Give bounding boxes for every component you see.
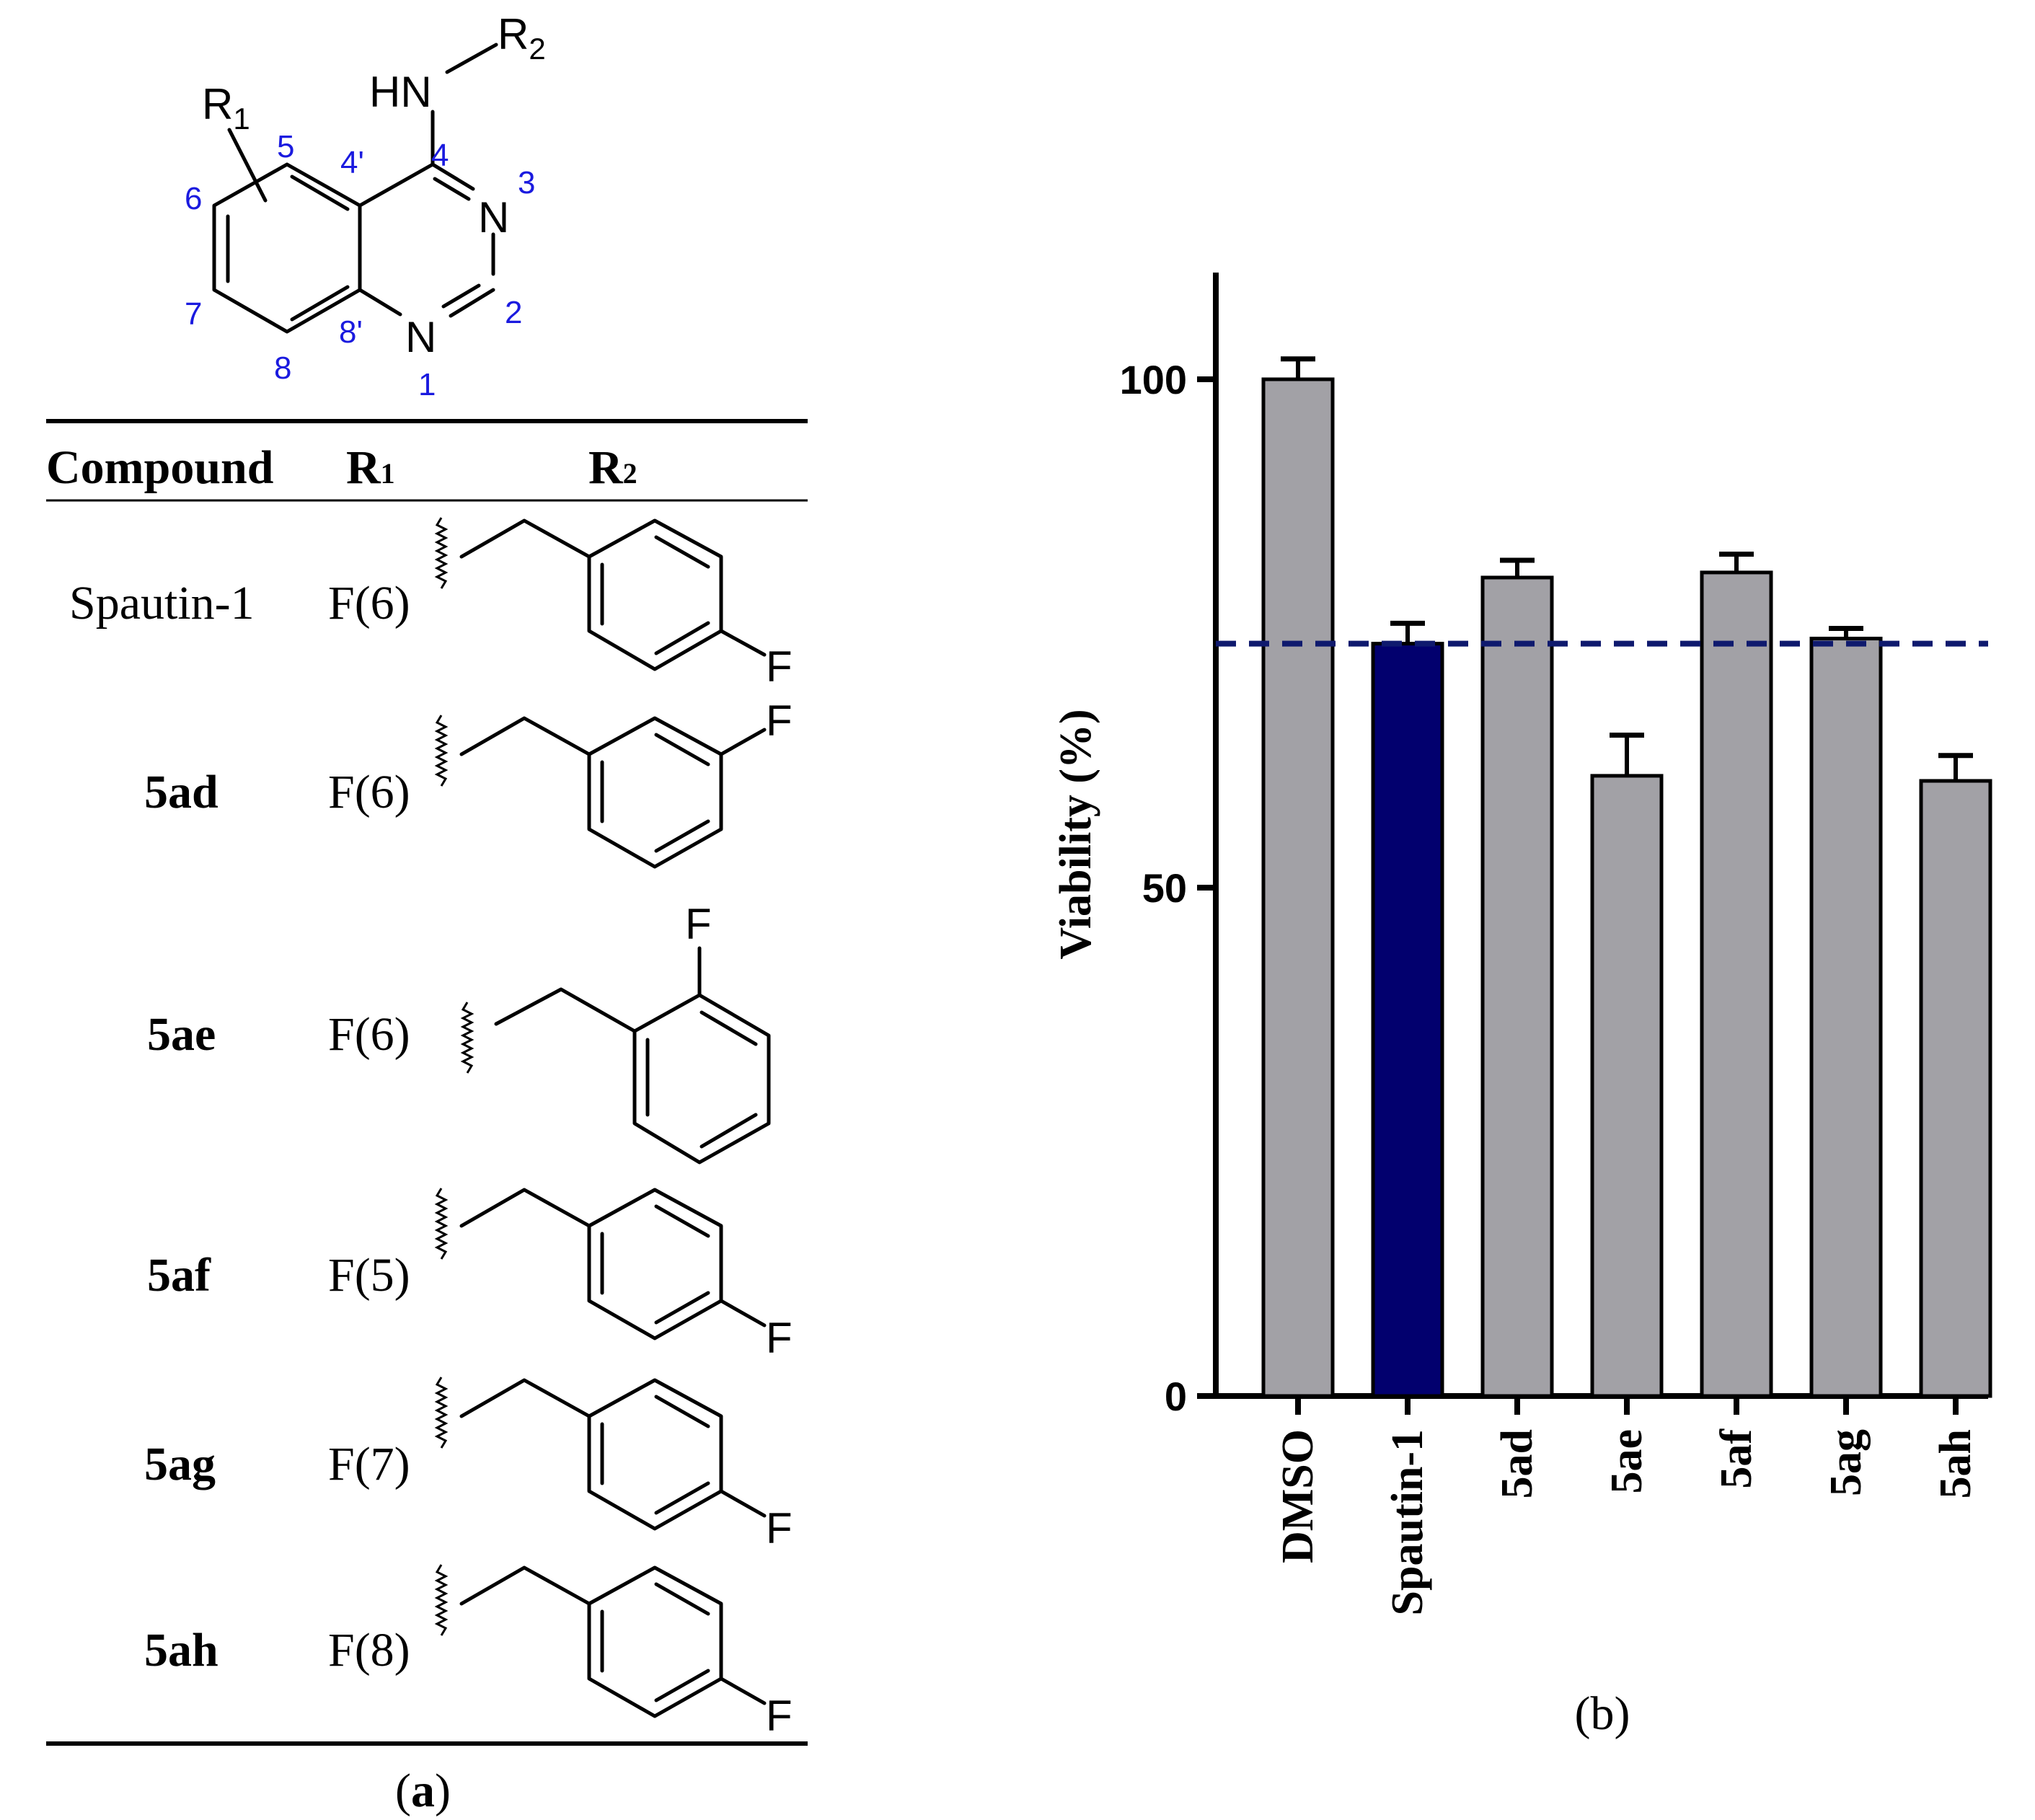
compound-name: 5ad <box>144 766 218 818</box>
y-ticks: 0 50 100 <box>1120 357 1216 1419</box>
x-tick-label: 5ae <box>1602 1429 1651 1494</box>
position-4prime: 4' <box>340 145 364 180</box>
table-row: 5ah F(8) F <box>144 1564 793 1740</box>
compound-name: 5ag <box>144 1438 216 1490</box>
y-tick-label: 50 <box>1142 865 1187 911</box>
compound-name: 5ah <box>144 1624 218 1677</box>
r1-value: F(5) <box>328 1249 410 1302</box>
x-tick-label: 5af <box>1712 1428 1761 1489</box>
table-row: 5af F(5) F <box>147 1188 793 1362</box>
compound-name: Spautin-1 <box>69 577 255 630</box>
position-6: 6 <box>185 181 202 216</box>
header-r1: R1 <box>346 441 395 494</box>
y-tick-label: 0 <box>1165 1374 1187 1419</box>
bar <box>1371 642 1444 1398</box>
position-4: 4 <box>431 138 449 173</box>
r2-structure: F <box>460 900 771 1165</box>
position-7: 7 <box>185 296 202 332</box>
bar <box>1919 779 1992 1398</box>
fluorine-label: F <box>766 697 793 745</box>
viability-bar-chart: 0 50 100 DMSO Spautin-1 5ad 5ae 5af 5ag 5ah Viab… <box>1051 273 1992 1740</box>
r2-structure: F <box>434 1377 793 1552</box>
r1-value: F(6) <box>328 577 410 630</box>
fluorine-label: F <box>766 1504 793 1552</box>
y-tick-label: 100 <box>1120 357 1187 402</box>
fluorine-label: F <box>766 642 793 691</box>
x-tick-label: Spautin-1 <box>1383 1429 1432 1615</box>
compound-name: 5ae <box>147 1008 216 1061</box>
r1-value: F(8) <box>328 1624 410 1677</box>
x-tick-label: DMSO <box>1273 1429 1323 1563</box>
bar <box>1590 774 1664 1398</box>
compound-table: Compound R1 R2 Spautin-1 F(6) F 5ad F(6) <box>46 419 808 1817</box>
y-axis-label: Viability (%) <box>1051 709 1100 959</box>
n1-label: N <box>405 313 436 361</box>
position-8prime: 8' <box>339 314 363 350</box>
r1-value: F(6) <box>328 1008 410 1061</box>
position-5: 5 <box>277 129 294 164</box>
r2-structure: F <box>434 517 793 691</box>
n3-label: N <box>478 193 509 242</box>
table-row: 5ag F(7) F <box>144 1377 793 1552</box>
header-r2: R2 <box>588 441 637 494</box>
position-2: 2 <box>505 295 522 330</box>
r2-structure: F <box>434 1564 793 1740</box>
position-8: 8 <box>274 350 291 386</box>
table-row: 5ae F(6) F <box>147 900 771 1165</box>
x-tick-label: 5ad <box>1493 1429 1542 1498</box>
r1-value: F(6) <box>328 766 410 818</box>
r2-structure: F <box>434 697 793 869</box>
x-tick-labels: DMSO Spautin-1 5ad 5ae 5af 5ag 5ah <box>1273 1396 1980 1615</box>
compound-name: 5af <box>147 1249 211 1302</box>
error-bars <box>1281 356 1973 781</box>
panel-label-a: (a) <box>395 1764 451 1817</box>
fluorine-label: F <box>766 1314 793 1362</box>
r1-label: R1 <box>202 80 250 136</box>
table-row: Spautin-1 F(6) F <box>69 517 793 691</box>
hn-label: HN <box>369 68 432 116</box>
bar <box>1480 575 1554 1398</box>
r2-label: R2 <box>498 10 546 66</box>
quinazoline-scaffold: HN R2 R1 N N 5 4' 4 3 6 2 7 8' 1 8 <box>185 10 546 402</box>
x-tick-label: 5ag <box>1822 1429 1871 1496</box>
r2-structure: F <box>434 1188 793 1362</box>
header-compound: Compound <box>46 441 273 494</box>
panel-label-b: (b) <box>1575 1687 1630 1740</box>
bar <box>1700 570 1773 1398</box>
fluorine-label: F <box>685 900 712 948</box>
bar <box>1809 637 1883 1398</box>
fluorine-label: F <box>766 1692 793 1740</box>
bars <box>1261 377 1992 1398</box>
position-3: 3 <box>518 165 535 200</box>
table-row: 5ad F(6) F <box>144 697 793 869</box>
position-1: 1 <box>418 367 436 402</box>
bar <box>1261 377 1335 1398</box>
r1-value: F(7) <box>328 1438 410 1490</box>
x-tick-label: 5ah <box>1931 1429 1980 1498</box>
